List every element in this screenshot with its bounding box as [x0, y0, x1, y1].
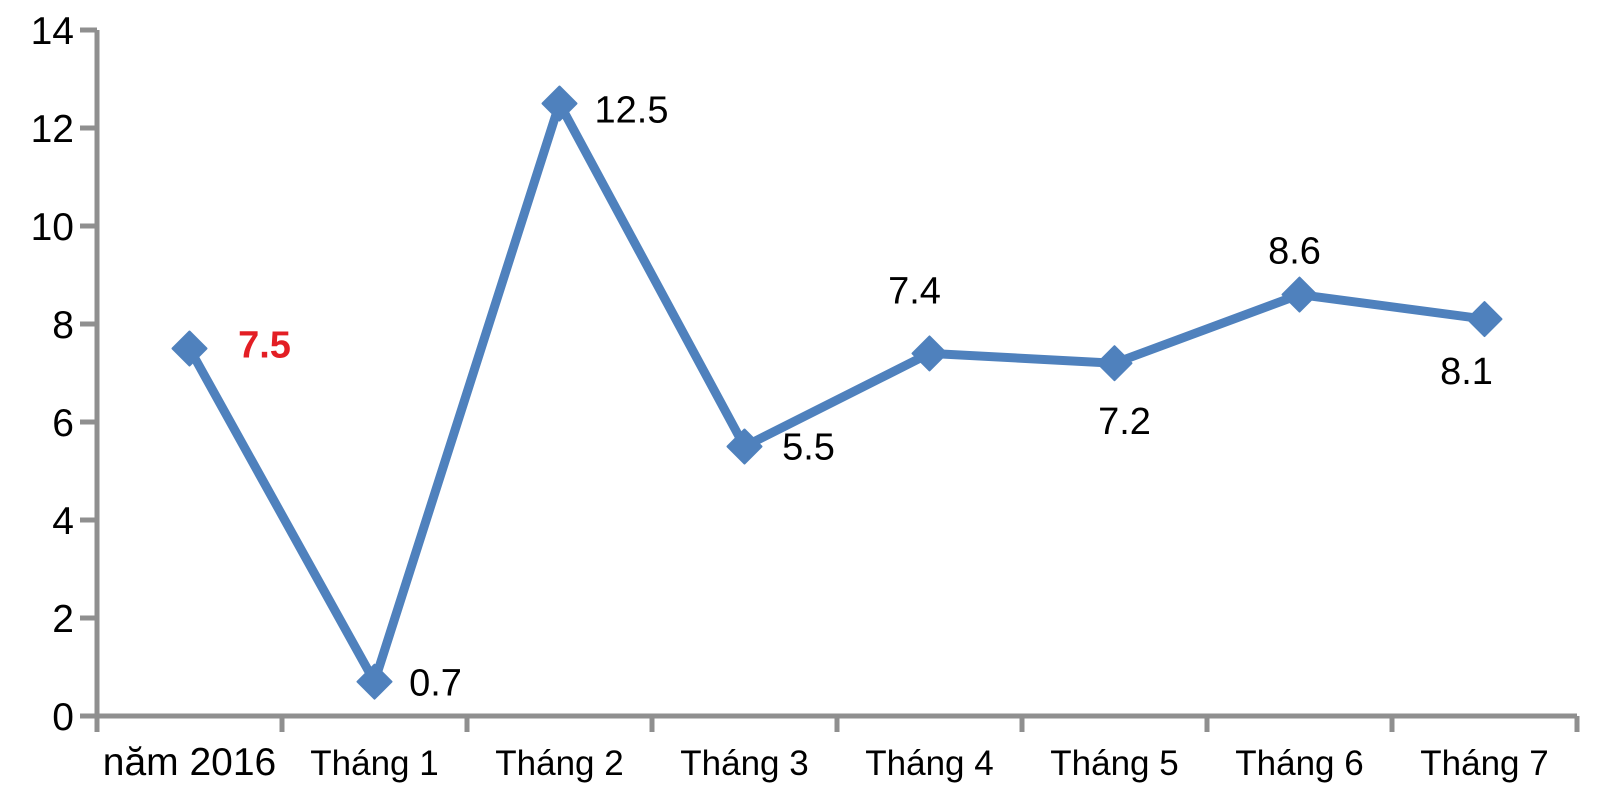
y-axis-tick-label: 0	[52, 696, 74, 739]
x-axis-category-label: Tháng 6	[1235, 744, 1363, 783]
data-point-label: 5.5	[782, 427, 835, 469]
x-axis-category-label: Tháng 4	[865, 744, 993, 783]
data-point-marker	[726, 428, 763, 465]
data-point-marker	[356, 663, 393, 700]
x-axis-category-label: Tháng 5	[1050, 744, 1178, 783]
x-axis-category-label: Tháng 7	[1420, 744, 1548, 783]
x-axis-category-label: Tháng 2	[495, 744, 623, 783]
y-axis-tick-label: 8	[52, 304, 74, 347]
y-axis-tick-label: 14	[31, 10, 74, 53]
data-point-marker	[1096, 345, 1133, 382]
y-axis-tick-label: 4	[52, 500, 74, 543]
series-line	[185, 99, 1489, 687]
data-point-label: 8.1	[1440, 351, 1493, 393]
x-axis-category-label: Tháng 3	[680, 744, 808, 783]
y-axis-tick-label: 6	[52, 402, 74, 445]
data-point-label: 0.7	[409, 663, 462, 705]
data-point-label: 7.4	[888, 270, 941, 312]
data-point-marker	[541, 85, 578, 122]
data-point-label: 7.2	[1098, 401, 1151, 443]
y-axis-tick-label: 10	[31, 206, 74, 249]
data-point-marker	[911, 335, 948, 372]
x-axis-category-label: Tháng 1	[310, 744, 438, 783]
data-point-label: 8.6	[1268, 231, 1321, 273]
data-point-marker	[1281, 276, 1318, 313]
y-axis-tick-label: 2	[52, 598, 74, 641]
data-point-label-highlight: 7.5	[238, 325, 291, 367]
y-axis-tick-label: 12	[31, 108, 74, 151]
data-point-marker	[1466, 301, 1503, 338]
data-point-marker	[171, 330, 208, 367]
data-point-label: 12.5	[595, 90, 669, 132]
x-axis-category-label: năm 2016	[103, 741, 276, 784]
